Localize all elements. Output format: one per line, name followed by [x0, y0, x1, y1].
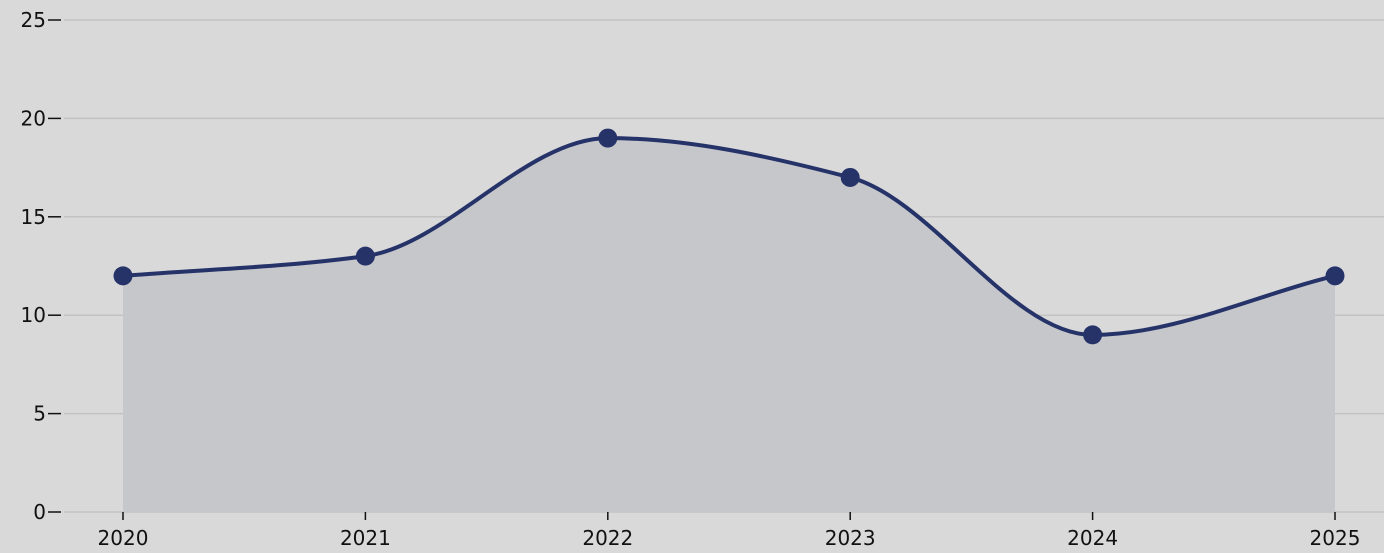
data-point-2020[interactable]: [113, 266, 133, 286]
x-tick-label: 2023: [825, 526, 876, 550]
x-tick-label: 2020: [98, 526, 149, 550]
data-point-2024[interactable]: [1083, 325, 1103, 345]
x-tick-label: 2024: [1067, 526, 1118, 550]
data-point-2023[interactable]: [840, 167, 860, 187]
y-tick-label: 10: [21, 303, 46, 327]
x-tick-label: 2022: [582, 526, 633, 550]
y-tick-label: 5: [33, 402, 46, 426]
data-point-2025[interactable]: [1325, 266, 1345, 286]
x-axis-ticks: 2020 2021 2022 2023 2024 2025: [98, 512, 1361, 550]
x-tick-label: 2021: [340, 526, 391, 550]
y-axis-ticks: 0 5 10 15 20 25: [21, 8, 61, 524]
x-tick-label: 2025: [1310, 526, 1361, 550]
data-point-2022[interactable]: [598, 128, 618, 148]
data-point-2021[interactable]: [355, 246, 375, 266]
y-tick-label: 0: [33, 500, 46, 524]
data-points: [113, 128, 1345, 345]
area-fill-layer: [123, 138, 1335, 512]
y-tick-label: 20: [21, 106, 46, 130]
series-line: [121, 136, 1337, 337]
y-tick-label: 25: [21, 8, 46, 32]
y-tick-label: 15: [21, 205, 46, 229]
area-fill: [123, 138, 1335, 512]
series-line-layer: [121, 136, 1337, 337]
